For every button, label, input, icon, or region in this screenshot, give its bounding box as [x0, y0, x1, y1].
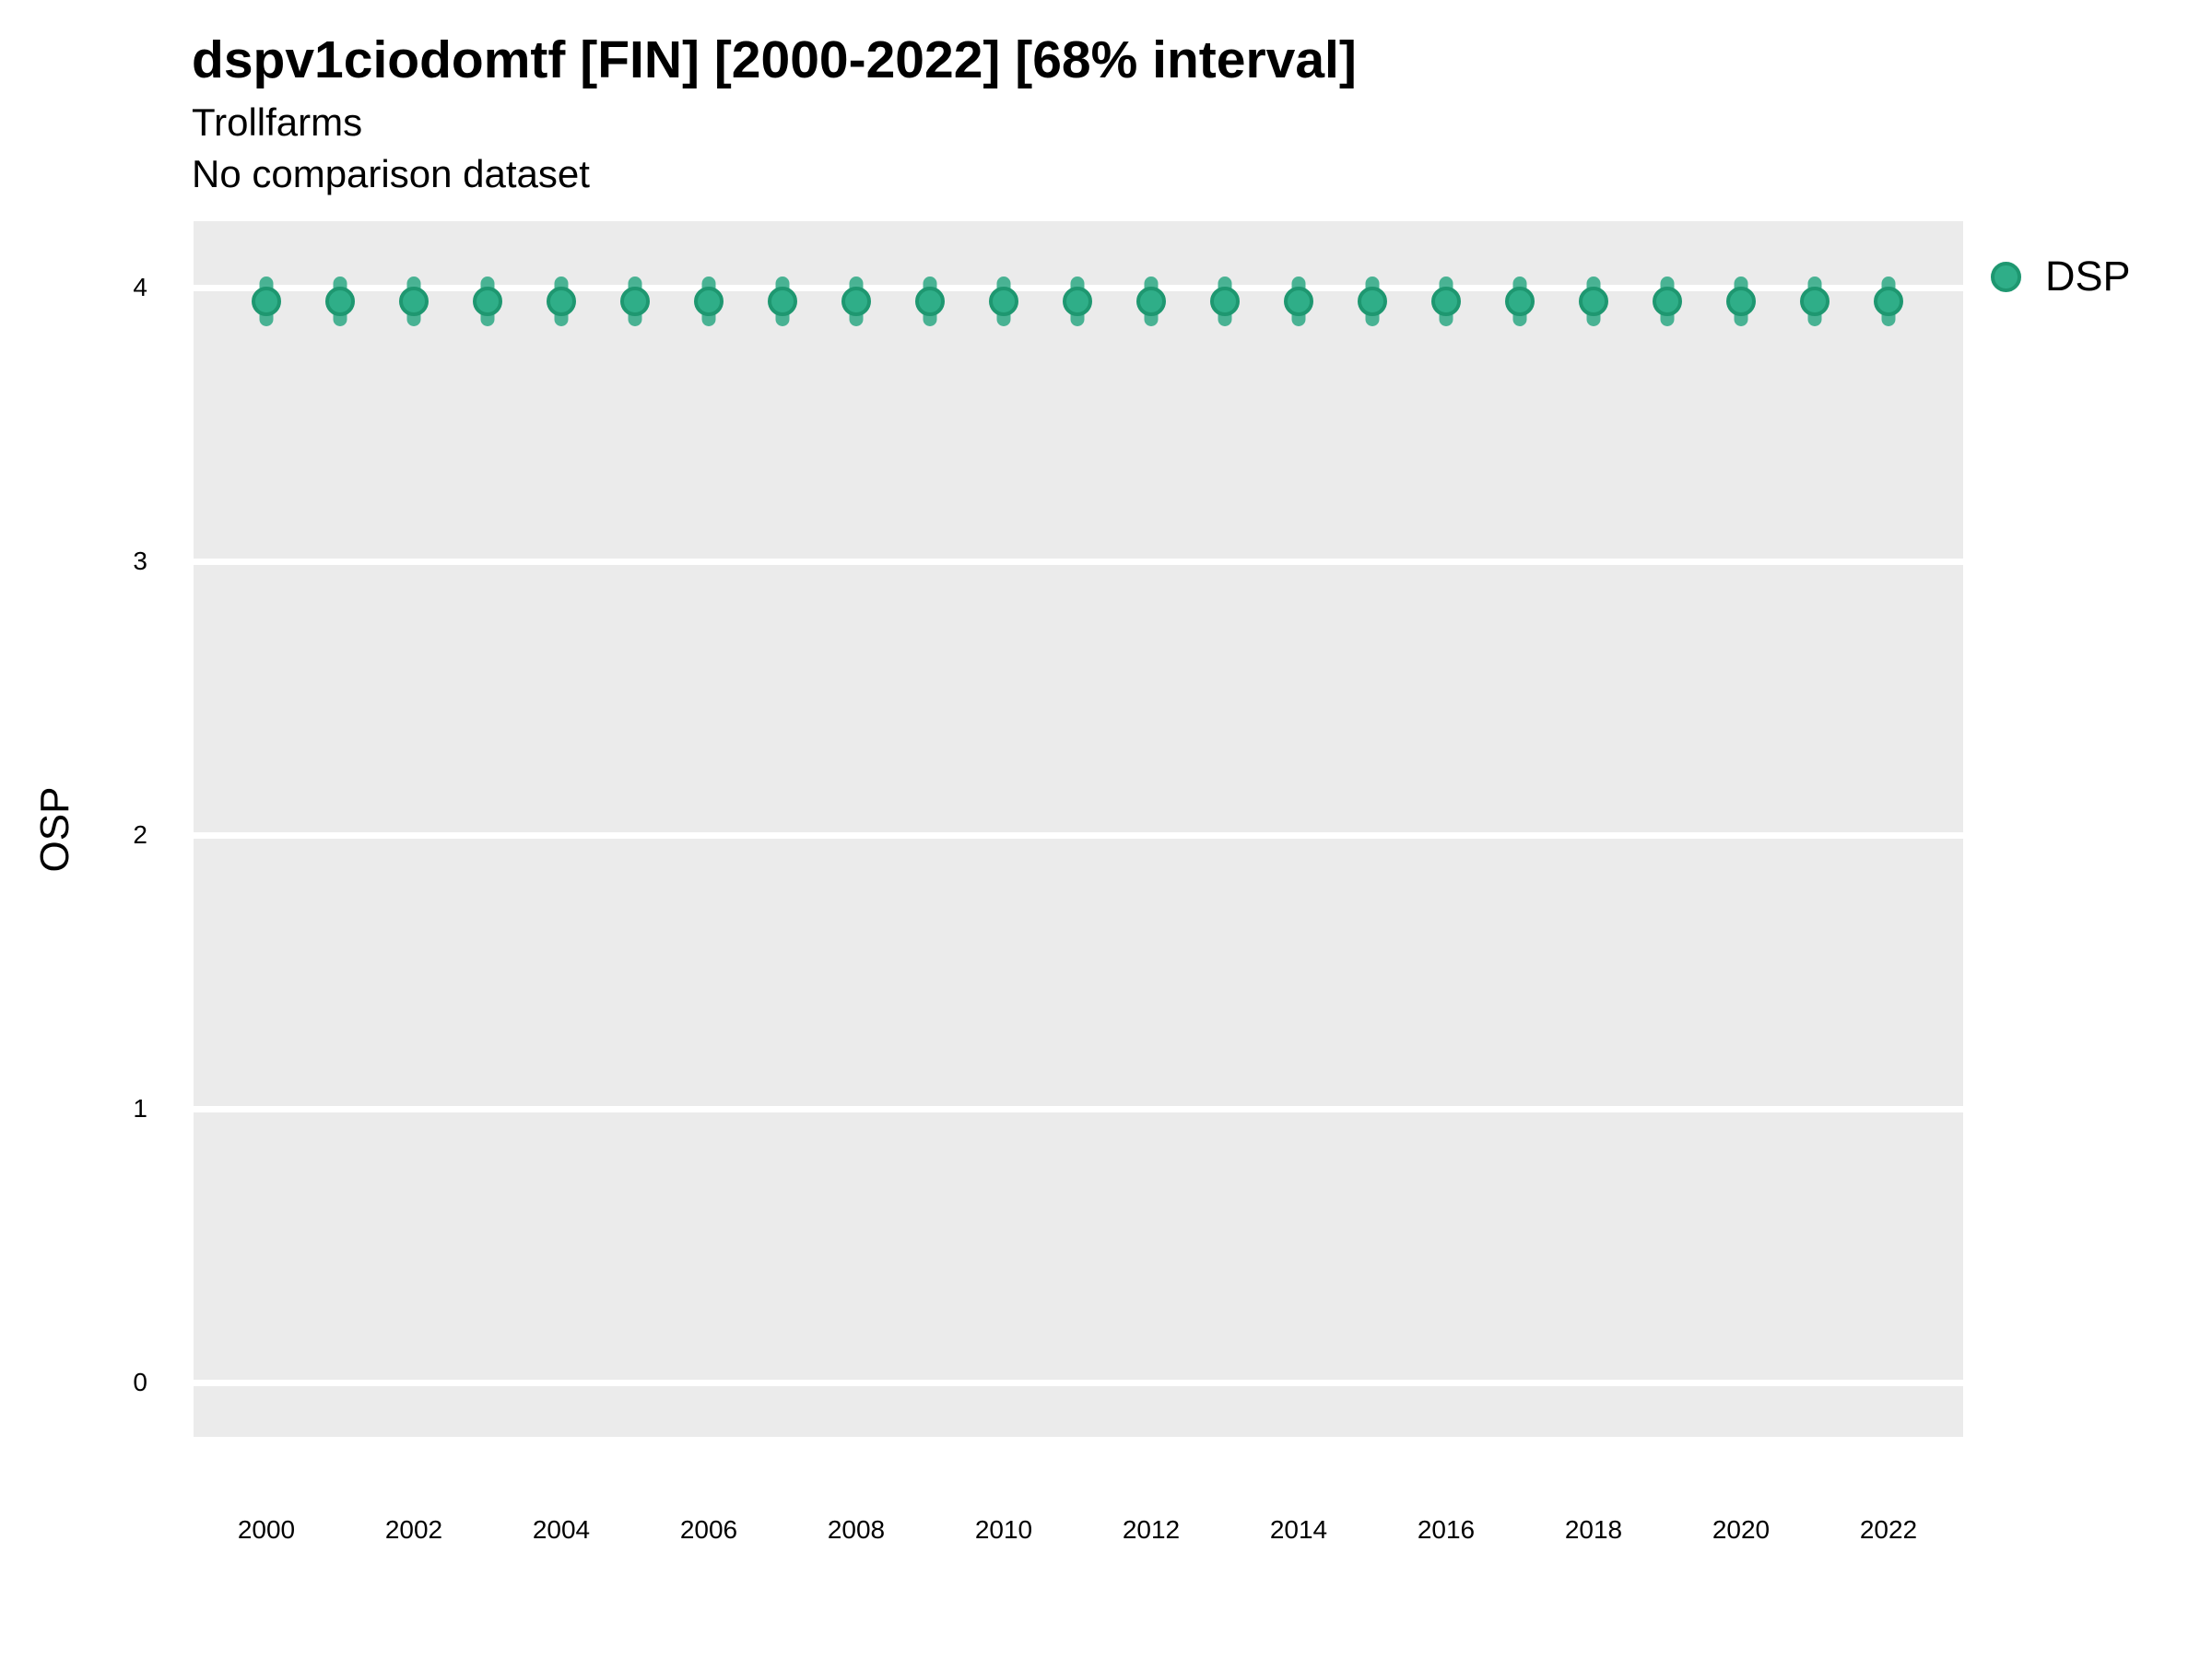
data-point-2003: [471, 274, 504, 329]
point-dot: [915, 286, 945, 316]
data-point-2018: [1577, 274, 1610, 329]
chart-subtitle: Trollfarms: [192, 100, 363, 144]
data-point-2005: [618, 274, 652, 329]
point-dot: [1579, 286, 1608, 316]
point-dot: [1063, 286, 1092, 316]
y-tick-label-0: 0: [133, 1368, 147, 1396]
point-dot: [1505, 286, 1535, 316]
data-point-2021: [1798, 274, 1831, 329]
data-point-2008: [840, 274, 873, 329]
data-point-2022: [1872, 274, 1905, 329]
point-dot: [841, 286, 871, 316]
point-dot: [473, 286, 502, 316]
point-dot: [694, 286, 724, 316]
data-point-2020: [1724, 274, 1758, 329]
data-point-2009: [913, 274, 947, 329]
legend-label: DSP: [2045, 253, 2131, 300]
data-point-2014: [1282, 274, 1315, 329]
data-point-2015: [1356, 274, 1389, 329]
point-dot: [1136, 286, 1166, 316]
point-dot: [1431, 286, 1461, 316]
point-dot: [547, 286, 576, 316]
y-tick-label-4: 4: [133, 273, 147, 301]
data-point-2004: [545, 274, 578, 329]
point-dot: [1358, 286, 1387, 316]
y-tick-label-2: 2: [133, 820, 147, 849]
x-tick-label-2020: 2020: [1712, 1515, 1771, 1544]
x-tick-label-2016: 2016: [1417, 1515, 1476, 1544]
data-point-2000: [250, 274, 283, 329]
x-tick-label-2014: 2014: [1269, 1515, 1328, 1544]
data-point-2010: [987, 274, 1020, 329]
point-dot: [252, 286, 281, 316]
y-tick-label-3: 3: [133, 547, 147, 575]
point-dot: [1800, 286, 1830, 316]
x-tick-label-2010: 2010: [974, 1515, 1033, 1544]
legend-point-icon: [1991, 261, 2021, 292]
data-point-2016: [1430, 274, 1463, 329]
y-gridline-3: [194, 558, 1963, 565]
data-point-2006: [692, 274, 725, 329]
data-point-2001: [324, 274, 357, 329]
x-tick-label-2000: 2000: [237, 1515, 296, 1544]
x-tick-label-2006: 2006: [679, 1515, 738, 1544]
data-point-2002: [397, 274, 430, 329]
data-point-2017: [1503, 274, 1536, 329]
x-tick-label-2018: 2018: [1564, 1515, 1623, 1544]
x-tick-label-2008: 2008: [827, 1515, 886, 1544]
y-tick-label-1: 1: [133, 1094, 147, 1123]
data-point-2011: [1061, 274, 1094, 329]
point-dot: [620, 286, 650, 316]
point-dot: [768, 286, 797, 316]
x-tick-label-2002: 2002: [384, 1515, 443, 1544]
chart-title: dspv1ciodomtf [FIN] [2000-2022] [68% int…: [192, 30, 1357, 89]
point-dot: [325, 286, 355, 316]
y-gridline-0: [194, 1379, 1963, 1386]
y-gridline-2: [194, 831, 1963, 839]
plot-panel: [194, 221, 1963, 1437]
legend: DSP: [1991, 253, 2131, 300]
point-dot: [1653, 286, 1682, 316]
point-dot: [989, 286, 1018, 316]
point-dot: [1210, 286, 1240, 316]
data-point-2019: [1651, 274, 1684, 329]
x-tick-label-2012: 2012: [1122, 1515, 1181, 1544]
comparison-note: No comparison dataset: [192, 152, 590, 195]
data-point-2012: [1135, 274, 1168, 329]
x-tick-label-2022: 2022: [1859, 1515, 1918, 1544]
data-point-2007: [766, 274, 799, 329]
point-dot: [1726, 286, 1756, 316]
x-tick-label-2004: 2004: [532, 1515, 591, 1544]
y-gridline-1: [194, 1105, 1963, 1112]
point-dot: [1284, 286, 1313, 316]
point-dot: [399, 286, 429, 316]
point-dot: [1874, 286, 1903, 316]
data-point-2013: [1208, 274, 1241, 329]
